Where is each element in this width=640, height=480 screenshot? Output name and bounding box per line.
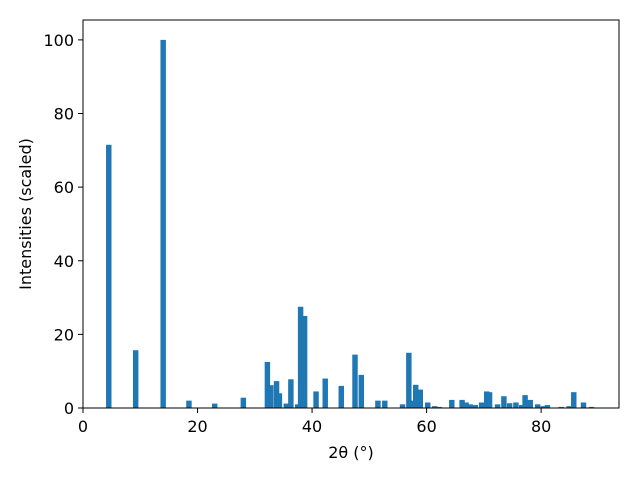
bar — [522, 395, 528, 408]
bar — [540, 406, 547, 408]
bar — [558, 406, 564, 408]
bar — [436, 406, 442, 408]
bar — [506, 403, 513, 408]
bar — [483, 391, 490, 408]
x-tick-label: 40 — [302, 417, 322, 436]
x-tick-label: 20 — [187, 417, 207, 436]
bar — [467, 404, 473, 408]
plot-frame — [82, 19, 620, 409]
bar — [273, 381, 280, 408]
bar — [425, 402, 431, 408]
bar — [527, 399, 533, 408]
bar — [132, 350, 139, 408]
bar — [186, 400, 192, 408]
bar — [417, 389, 424, 408]
bar — [518, 405, 525, 408]
bar — [534, 404, 541, 408]
bar — [513, 402, 519, 408]
bar — [399, 404, 406, 408]
bar — [580, 402, 587, 408]
bar — [494, 404, 501, 408]
y-tick-label: 100 — [43, 31, 74, 50]
bar — [295, 404, 301, 408]
bar — [588, 406, 595, 408]
bar — [501, 396, 507, 408]
bar — [283, 403, 290, 408]
bar — [297, 306, 304, 408]
bar — [352, 354, 358, 408]
bar — [322, 378, 328, 408]
x-axis-label: 2θ (°) — [328, 443, 374, 462]
bar — [571, 392, 577, 408]
x-tick-label: 0 — [78, 417, 88, 436]
bar — [431, 406, 438, 408]
bar — [406, 352, 412, 408]
y-tick-label: 0 — [64, 399, 74, 418]
bar — [412, 384, 419, 408]
bar — [375, 400, 381, 408]
y-tick-label: 60 — [54, 178, 74, 197]
x-tick-label: 80 — [531, 417, 551, 436]
bar — [382, 400, 388, 408]
x-tick-label: 60 — [416, 417, 436, 436]
bar — [276, 393, 283, 408]
bar — [288, 379, 294, 408]
y-tick-label: 80 — [54, 105, 74, 124]
y-tick-label: 40 — [54, 252, 74, 271]
bar — [459, 399, 465, 408]
bar — [463, 402, 469, 408]
y-tick-label: 20 — [54, 325, 74, 344]
bar — [566, 406, 572, 408]
bar — [358, 374, 365, 408]
bar — [264, 361, 271, 408]
bar — [211, 403, 218, 408]
bar — [240, 397, 247, 408]
y-axis-label: Intensities (scaled) — [16, 138, 35, 290]
bar — [449, 399, 455, 408]
bar — [544, 405, 551, 408]
bar — [160, 39, 166, 408]
bar — [106, 144, 112, 409]
bar — [301, 315, 308, 408]
bar — [486, 392, 493, 408]
bar — [338, 385, 344, 408]
bar — [478, 402, 485, 408]
bar — [313, 391, 319, 408]
bar — [408, 400, 415, 408]
bar — [268, 385, 274, 408]
bar — [472, 405, 478, 408]
